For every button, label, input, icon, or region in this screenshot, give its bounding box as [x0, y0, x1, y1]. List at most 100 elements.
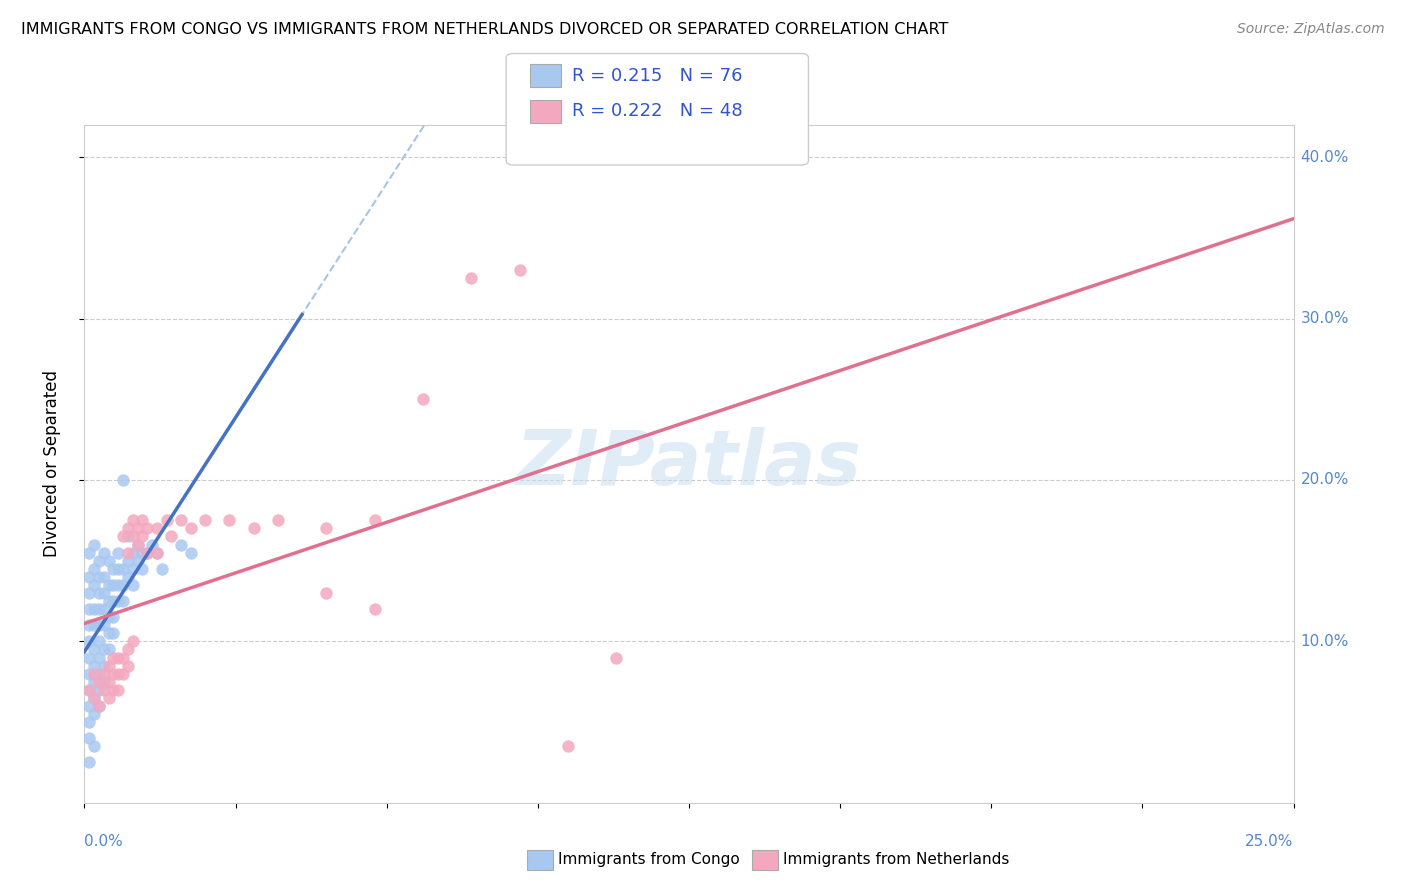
- Text: 25.0%: 25.0%: [1246, 834, 1294, 849]
- Point: [363, 602, 385, 616]
- Point: [412, 392, 434, 407]
- Point: [180, 521, 202, 535]
- Point: [87, 674, 110, 689]
- Point: [83, 562, 105, 576]
- Point: [77, 634, 100, 648]
- Text: 20.0%: 20.0%: [1301, 473, 1348, 488]
- Point: [97, 610, 120, 624]
- Point: [121, 562, 143, 576]
- Point: [121, 546, 143, 560]
- Point: [107, 562, 129, 576]
- Point: [83, 618, 105, 632]
- Point: [557, 739, 579, 754]
- Point: [87, 570, 110, 584]
- Point: [77, 698, 100, 713]
- Point: [97, 674, 120, 689]
- Point: [83, 690, 105, 705]
- Point: [87, 618, 110, 632]
- Point: [194, 513, 217, 527]
- Point: [77, 650, 100, 665]
- Text: Source: ZipAtlas.com: Source: ZipAtlas.com: [1237, 22, 1385, 37]
- Point: [83, 674, 105, 689]
- Point: [87, 650, 110, 665]
- Point: [83, 578, 105, 592]
- Point: [97, 578, 120, 592]
- Point: [131, 546, 153, 560]
- Point: [87, 586, 110, 600]
- Point: [77, 756, 100, 770]
- Text: ZIPatlas: ZIPatlas: [516, 427, 862, 500]
- Point: [103, 610, 125, 624]
- Point: [107, 578, 129, 592]
- Point: [117, 570, 139, 584]
- Point: [218, 513, 240, 527]
- Point: [77, 682, 100, 697]
- Point: [363, 513, 385, 527]
- Point: [103, 626, 125, 640]
- Point: [107, 666, 129, 681]
- Point: [112, 562, 135, 576]
- Text: 30.0%: 30.0%: [1301, 311, 1348, 326]
- Point: [87, 666, 110, 681]
- Point: [83, 642, 105, 657]
- Point: [180, 546, 202, 560]
- Point: [87, 698, 110, 713]
- Point: [112, 594, 135, 608]
- Point: [117, 642, 139, 657]
- Point: [136, 546, 159, 560]
- Text: R = 0.215   N = 76: R = 0.215 N = 76: [572, 67, 742, 85]
- Y-axis label: Divorced or Separated: Divorced or Separated: [42, 370, 60, 558]
- Point: [77, 682, 100, 697]
- Point: [77, 731, 100, 746]
- Point: [242, 521, 264, 535]
- Text: 0.0%: 0.0%: [84, 834, 124, 849]
- Point: [150, 562, 173, 576]
- Text: 40.0%: 40.0%: [1301, 150, 1348, 165]
- Point: [117, 554, 139, 568]
- Point: [87, 634, 110, 648]
- Point: [77, 570, 100, 584]
- Point: [93, 586, 115, 600]
- Point: [112, 666, 135, 681]
- Point: [131, 529, 153, 543]
- Point: [87, 682, 110, 697]
- Point: [146, 546, 169, 560]
- Point: [155, 513, 177, 527]
- Point: [136, 521, 159, 535]
- Point: [103, 666, 125, 681]
- Point: [146, 546, 169, 560]
- Point: [93, 674, 115, 689]
- Point: [93, 602, 115, 616]
- Point: [97, 690, 120, 705]
- Point: [117, 546, 139, 560]
- Point: [170, 537, 193, 551]
- Point: [131, 513, 153, 527]
- Point: [460, 271, 482, 285]
- Point: [127, 537, 149, 551]
- Point: [77, 586, 100, 600]
- Point: [87, 554, 110, 568]
- Point: [97, 594, 120, 608]
- Point: [93, 642, 115, 657]
- Point: [107, 682, 129, 697]
- Point: [136, 546, 159, 560]
- Point: [107, 594, 129, 608]
- Point: [509, 263, 531, 277]
- Point: [103, 594, 125, 608]
- Text: 10.0%: 10.0%: [1301, 634, 1348, 648]
- Point: [112, 578, 135, 592]
- Point: [83, 537, 105, 551]
- Point: [267, 513, 290, 527]
- Point: [121, 529, 143, 543]
- Point: [83, 602, 105, 616]
- Point: [97, 554, 120, 568]
- Point: [131, 562, 153, 576]
- Point: [87, 698, 110, 713]
- Point: [77, 602, 100, 616]
- Point: [103, 562, 125, 576]
- Text: Immigrants from Congo: Immigrants from Congo: [558, 853, 740, 867]
- Point: [83, 666, 105, 681]
- Point: [93, 546, 115, 560]
- Point: [87, 602, 110, 616]
- Point: [605, 650, 627, 665]
